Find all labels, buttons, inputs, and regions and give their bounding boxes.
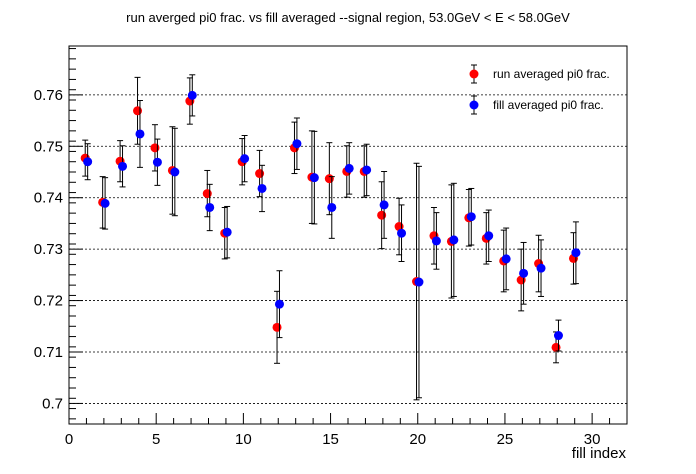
y-tick-label: 0.7 — [42, 395, 63, 412]
data-point — [553, 331, 563, 341]
data-point — [222, 227, 232, 237]
data-point — [118, 161, 128, 171]
legend: run averaged pi0 frac. fill averaged pi0 … — [469, 64, 610, 115]
data-point — [362, 165, 372, 175]
data-point — [536, 263, 546, 273]
x-tick-label: 30 — [584, 431, 601, 448]
data-point — [431, 236, 441, 246]
data-point — [133, 106, 143, 116]
data-point — [205, 202, 215, 212]
data-point — [344, 163, 354, 173]
series-fill-averaged — [83, 74, 581, 399]
data-point — [83, 157, 93, 167]
data-point — [379, 200, 389, 210]
x-tick-label: 15 — [322, 431, 339, 448]
y-tick-label: 0.73 — [34, 241, 63, 258]
data-point — [274, 299, 284, 309]
grid — [69, 94, 627, 404]
data-point — [466, 212, 476, 222]
data-point — [152, 157, 162, 167]
data-point — [449, 235, 459, 245]
data-point — [414, 277, 424, 287]
chart-title: run averged pi0 frac. vs fill averaged -… — [126, 10, 570, 25]
legend-label: run averaged pi0 frac. — [493, 67, 610, 81]
data-point — [519, 268, 529, 278]
y-tick-label: 0.75 — [34, 138, 63, 155]
data-point — [397, 228, 407, 238]
data-point — [187, 90, 197, 100]
data-point — [327, 202, 337, 212]
data-point — [240, 154, 250, 164]
data-point — [255, 169, 265, 179]
axes: 0.7 0.71 0.72 0.73 0.74 0.75 0.76 0 5 10 15 20 25 30 — [34, 48, 628, 448]
y-tick-label: 0.72 — [34, 293, 63, 310]
data-point — [150, 143, 160, 153]
y-tick-label: 0.76 — [34, 87, 63, 104]
data-point — [571, 248, 581, 258]
data-point — [324, 174, 334, 184]
legend-marker — [469, 69, 479, 79]
legend-label: fill averaged pi0 frac. — [493, 98, 604, 112]
data-point — [100, 198, 110, 208]
x-axis-label: fill index — [572, 445, 627, 462]
data-point — [501, 254, 511, 264]
y-tick-label: 0.74 — [34, 190, 63, 207]
x-tick-label: 0 — [65, 431, 73, 448]
data-point — [292, 139, 302, 149]
legend-marker — [469, 100, 479, 110]
data-point — [170, 167, 180, 177]
data-point — [272, 322, 282, 332]
plot-data — [80, 74, 581, 401]
data-point — [257, 183, 267, 193]
data-point — [377, 210, 387, 220]
x-tick-label: 25 — [497, 431, 514, 448]
x-tick-label: 10 — [235, 431, 252, 448]
y-tick-label: 0.71 — [34, 344, 63, 361]
data-point — [135, 129, 145, 139]
x-tick-label: 20 — [409, 431, 426, 448]
data-point — [309, 173, 319, 183]
data-point — [484, 231, 494, 241]
data-point — [202, 189, 212, 199]
x-tick-label: 5 — [152, 431, 160, 448]
